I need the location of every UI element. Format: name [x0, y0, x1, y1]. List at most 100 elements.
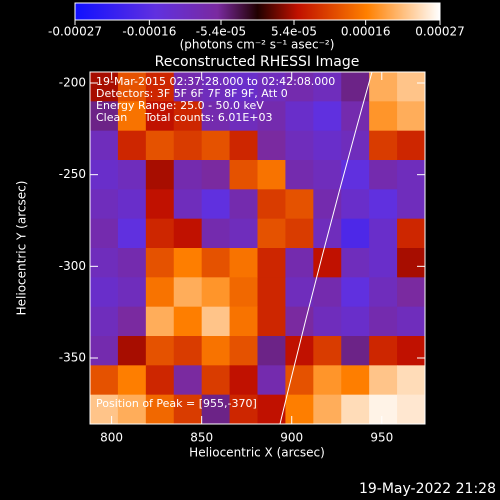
cell	[341, 160, 370, 190]
cell	[341, 306, 370, 337]
cell	[117, 336, 147, 366]
cell	[229, 365, 258, 396]
cell	[257, 394, 286, 424]
cell	[201, 248, 231, 278]
cell	[145, 277, 175, 308]
cell	[341, 365, 370, 396]
cell	[257, 336, 286, 366]
colorbar-label: (photons cm⁻² s⁻¹ asec⁻²)	[180, 38, 335, 52]
cell	[257, 277, 286, 308]
cell	[369, 218, 398, 249]
cell	[173, 248, 203, 278]
cell	[257, 365, 286, 396]
cell	[145, 306, 175, 337]
cell	[117, 130, 147, 161]
cell	[90, 365, 119, 396]
cell	[173, 189, 203, 220]
cell	[285, 130, 314, 161]
cell	[369, 365, 398, 396]
cell	[201, 72, 231, 102]
solar-limb	[279, 72, 373, 424]
cell	[397, 218, 425, 249]
cell	[285, 160, 314, 190]
y-tick-label: -200	[59, 76, 86, 90]
annotation: Energy Range: 25.0 - 50.0 keV	[96, 99, 264, 112]
cell	[229, 160, 258, 190]
cell	[257, 306, 286, 337]
cell	[257, 101, 286, 132]
cell	[201, 394, 231, 424]
cell	[313, 101, 342, 132]
cell	[313, 306, 342, 337]
cell	[117, 306, 147, 337]
cell	[257, 72, 286, 102]
cell	[257, 130, 286, 161]
cell	[313, 160, 342, 190]
colorbar-tick-label: -5.4e-05	[196, 25, 246, 39]
cell	[117, 277, 147, 308]
cell	[117, 101, 147, 132]
cell	[397, 130, 425, 161]
cell	[145, 336, 175, 366]
cell	[173, 101, 203, 132]
cell	[341, 189, 370, 220]
cell	[313, 365, 342, 396]
cell	[201, 277, 231, 308]
cell	[201, 336, 231, 366]
cell	[313, 277, 342, 308]
cell	[201, 365, 231, 396]
cell	[173, 277, 203, 308]
cell	[117, 72, 147, 102]
cell	[397, 394, 425, 424]
cell	[229, 72, 258, 102]
y-tick-label: -350	[59, 351, 86, 365]
cell	[173, 218, 203, 249]
colorbar-tick-label: -0.00027	[48, 25, 102, 39]
cell	[313, 336, 342, 366]
peak-label: Position of Peak = [955,-370]	[96, 397, 257, 410]
colorbar-tick-label: 5.4e-05	[271, 25, 317, 39]
chart-title: Reconstructed RHESSI Image	[155, 54, 360, 70]
cell	[90, 248, 119, 278]
cell	[117, 189, 147, 220]
cell	[257, 248, 286, 278]
cell	[90, 101, 119, 132]
annotation: Detectors: 3F 5F 6F 7F 8F 9F, Att 0	[96, 87, 288, 100]
cell	[145, 72, 175, 102]
cell	[90, 189, 119, 220]
cell	[257, 189, 286, 220]
colorbar-tick-label: -0.00016	[122, 25, 176, 39]
cell	[285, 306, 314, 337]
x-tick-label: 900	[280, 431, 303, 445]
cell	[369, 130, 398, 161]
cell	[285, 189, 314, 220]
cell	[397, 336, 425, 366]
cell	[341, 218, 370, 249]
y-tick-label: -250	[59, 167, 86, 181]
cell	[117, 160, 147, 190]
cell	[229, 277, 258, 308]
cell	[285, 336, 314, 366]
cell	[341, 336, 370, 366]
cell	[201, 189, 231, 220]
annotation: Clean Total counts: 6.01E+03	[96, 111, 273, 124]
cell	[173, 336, 203, 366]
cell	[229, 101, 258, 132]
cell	[229, 218, 258, 249]
cell	[369, 72, 398, 102]
cell	[397, 365, 425, 396]
cell	[173, 160, 203, 190]
cell	[145, 365, 175, 396]
cell	[90, 218, 119, 249]
cell	[369, 306, 398, 337]
cell	[229, 130, 258, 161]
x-tick-label: 950	[370, 431, 393, 445]
cell	[201, 306, 231, 337]
x-axis-label: Heliocentric X (arcsec)	[189, 446, 325, 460]
cell	[145, 394, 175, 424]
cell	[285, 218, 314, 249]
cell	[341, 248, 370, 278]
cell	[117, 248, 147, 278]
